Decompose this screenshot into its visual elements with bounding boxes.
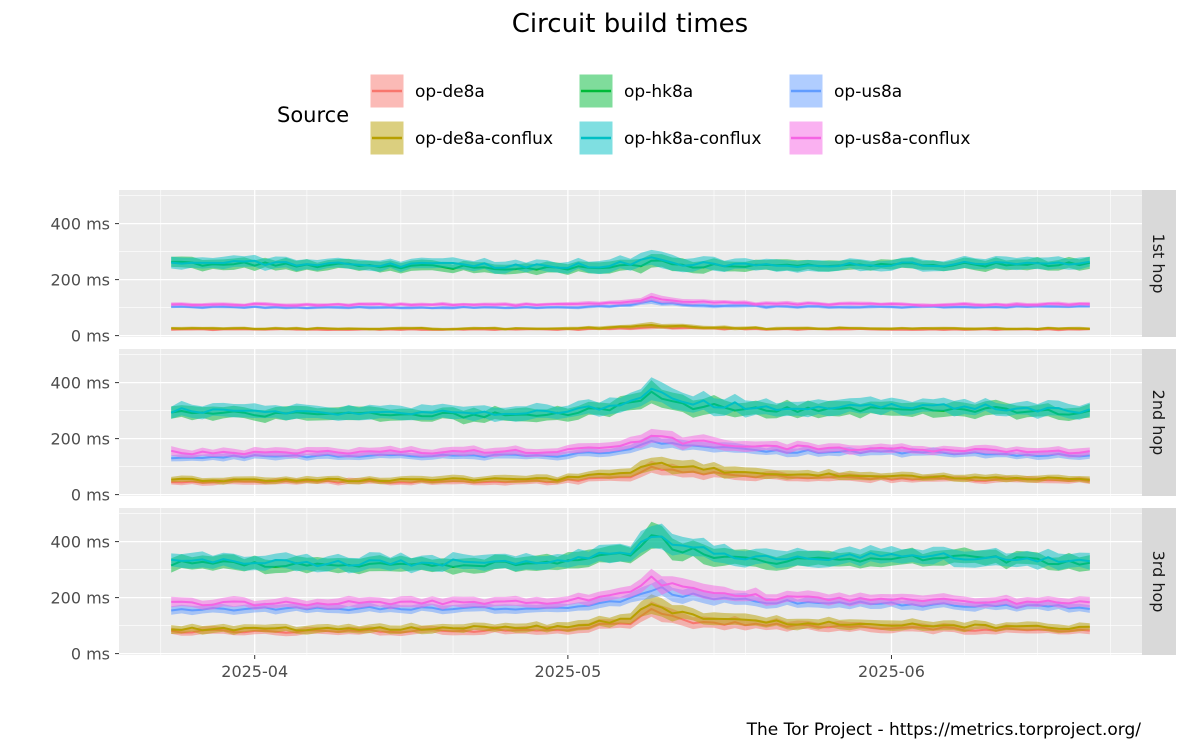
legend-item-op-us8a: op-us8a — [788, 73, 902, 109]
facet-strip-label: 1st hop — [1149, 234, 1168, 294]
x-tick-label: 2025-05 — [534, 662, 601, 681]
ribbon-op-de8a-conflux — [171, 456, 1090, 485]
panel-3: 0 ms 200 ms 400 ms 3rd hop — [50, 508, 1176, 664]
plot-panels: 0 ms 200 ms 400 ms 1st hop 0 ms 200 ms 400 ms 2… — [50, 190, 1176, 664]
facet-strip — [1142, 508, 1176, 655]
caption: The Tor Project - https://metrics.torpro… — [746, 720, 1142, 740]
facet-strip — [1142, 349, 1176, 496]
y-tick-label: 200 ms — [50, 589, 110, 608]
line-op-us8a-conflux — [170, 434, 1090, 456]
y-tick-label: 400 ms — [50, 374, 110, 393]
y-tick-label: 400 ms — [50, 215, 110, 234]
line-op-us8a-conflux — [171, 575, 1090, 607]
x-tick-label: 2025-04 — [221, 662, 288, 681]
facet-strip-label: 3rd hop — [1149, 551, 1168, 613]
ribbon-op-hk8a-conflux — [171, 249, 1090, 275]
panel-data — [170, 521, 1090, 637]
legend-label-op-us8a: op-us8a — [834, 82, 902, 102]
line-op-de8a-conflux — [171, 461, 1090, 483]
legend-item-op-hk8a-conflux: op-hk8a-conflux — [578, 120, 761, 156]
line-op-de8a-conflux — [171, 324, 1090, 331]
line-op-hk8a-conflux — [170, 387, 1091, 416]
facet-strip — [1142, 190, 1176, 337]
legend-label-op-hk8a-conflux: op-hk8a-conflux — [624, 129, 761, 149]
legend-item-op-us8a-conflux: op-us8a-conflux — [788, 120, 970, 156]
legend-label-op-us8a-conflux: op-us8a-conflux — [834, 129, 970, 149]
legend-label-op-de8a: op-de8a — [415, 82, 485, 102]
line-op-us8a-conflux — [171, 295, 1090, 307]
y-tick-label: 0 ms — [71, 645, 110, 664]
line-op-de8a-conflux — [171, 603, 1090, 632]
ribbon-op-us8a-conflux — [171, 428, 1090, 459]
y-tick-label: 0 ms — [71, 486, 110, 505]
legend-item-op-de8a: op-de8a — [369, 73, 485, 109]
line-op-hk8a-conflux — [171, 256, 1090, 269]
legend: op-de8a op-hk8a op-us8a op-de8a-conflux op-h… — [369, 73, 970, 156]
legend-title: Source — [277, 103, 349, 127]
x-axis: 2025-04 2025-05 2025-06 — [221, 655, 925, 681]
chart-title: Circuit build times — [512, 9, 748, 39]
legend-item-op-hk8a: op-hk8a — [578, 73, 693, 109]
y-tick-label: 400 ms — [50, 533, 110, 552]
ribbon-op-us8a-conflux — [171, 568, 1090, 610]
y-tick-label: 0 ms — [71, 327, 110, 346]
panel-data — [171, 249, 1091, 332]
legend-label-op-de8a-conflux: op-de8a-conflux — [415, 129, 553, 149]
facet-strip-label: 2nd hop — [1149, 390, 1168, 456]
legend-item-op-de8a-conflux: op-de8a-conflux — [369, 120, 553, 156]
y-tick-label: 200 ms — [50, 271, 110, 290]
line-op-hk8a-conflux — [171, 535, 1090, 568]
panel-data — [170, 377, 1091, 486]
panel-1: 0 ms 200 ms 400 ms 1st hop — [50, 190, 1176, 346]
panel-2: 0 ms 200 ms 400 ms 2nd hop — [50, 349, 1176, 505]
ribbon-op-hk8a-conflux — [171, 377, 1090, 422]
y-tick-label: 200 ms — [50, 430, 110, 449]
legend-label-op-hk8a: op-hk8a — [624, 82, 693, 102]
x-tick-label: 2025-06 — [858, 662, 925, 681]
